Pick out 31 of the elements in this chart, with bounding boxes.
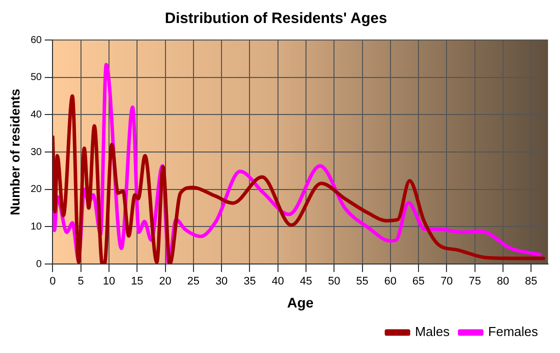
x-tick-label: 15 — [131, 276, 144, 288]
x-tick-label: 75 — [468, 276, 481, 288]
y-tick-label: 40 — [30, 109, 42, 120]
y-tick-label: 30 — [30, 146, 42, 158]
y-tick-label: 20 — [30, 184, 42, 196]
x-tick-label: 20 — [159, 276, 172, 288]
x-tick-label: 10 — [102, 276, 116, 288]
x-tick-label: 60 — [384, 276, 397, 288]
y-tick-label: 50 — [30, 72, 42, 84]
legend-label: Males — [414, 324, 450, 340]
y-tick-label: 10 — [30, 221, 42, 232]
x-tick-label: 30 — [215, 276, 228, 288]
x-tick-label: 85 — [524, 276, 538, 288]
legend-label: Females — [488, 324, 538, 340]
x-tick-label: 80 — [496, 276, 510, 288]
line-series — [52, 94, 546, 264]
x-tick-label: 50 — [328, 276, 340, 288]
x-axis-title: Age — [287, 294, 314, 310]
x-tick-label: 65 — [412, 276, 425, 288]
x-tick-label: 55 — [356, 276, 368, 288]
x-tick-label: 40 — [272, 276, 284, 288]
x-tick-label: 5 — [78, 276, 84, 288]
y-tick-label: 60 — [30, 34, 42, 46]
x-tick-label: 45 — [300, 276, 312, 288]
x-tick-label: 25 — [187, 276, 200, 288]
x-tick-label: 35 — [244, 276, 256, 288]
x-tick-label: 70 — [440, 276, 453, 288]
y-tick-label: 0 — [36, 258, 42, 270]
chart-title: Distribution of Residents' Ages — [164, 10, 388, 28]
y-axis-title: Number of residents — [7, 88, 22, 216]
x-tick-label: 0 — [50, 276, 56, 288]
